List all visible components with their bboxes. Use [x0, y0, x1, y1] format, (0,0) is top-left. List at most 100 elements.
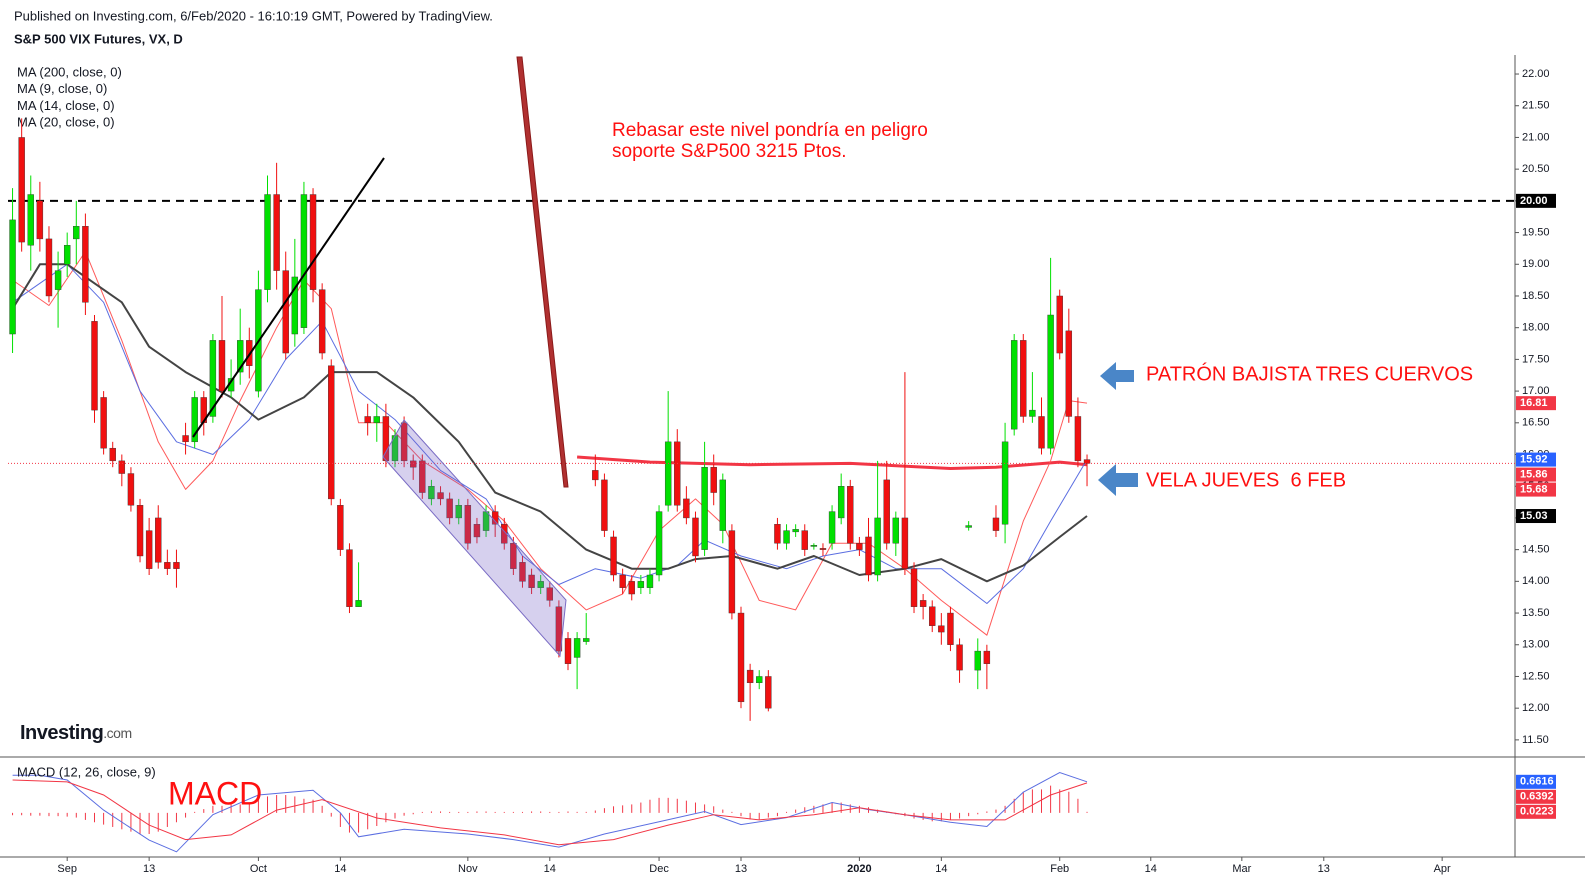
- candle-body: [1056, 295, 1063, 354]
- candle-body: [956, 644, 963, 671]
- candle-body: [910, 568, 918, 607]
- candle-body: [692, 517, 699, 557]
- y-tick-label: 19.50: [1522, 226, 1550, 238]
- candle-body: [318, 289, 326, 354]
- annotation: VELA JUEVES 6 FEB: [1146, 469, 1346, 491]
- x-tick-label: 13: [143, 863, 155, 875]
- candle-body: [136, 505, 144, 557]
- candle-body: [328, 365, 335, 500]
- value-box: [1516, 396, 1556, 411]
- candle-body: [400, 422, 408, 462]
- candle-body: [1083, 459, 1091, 464]
- candle-body: [437, 492, 444, 500]
- y-tick-label: 20.50: [1522, 163, 1550, 175]
- candle-body: [18, 137, 25, 243]
- candle-body: [291, 276, 299, 335]
- arrow-line: [516, 56, 569, 488]
- candle-body: [1020, 340, 1027, 417]
- candle-body: [127, 473, 135, 506]
- candle-body: [610, 536, 617, 576]
- candle-body: [974, 650, 981, 671]
- channel: [382, 419, 567, 658]
- candle-body: [473, 524, 481, 538]
- candle-body: [901, 517, 909, 569]
- candle-body: [919, 600, 927, 607]
- y-tick-label: 13.50: [1522, 607, 1550, 619]
- annotation: PATRÓN BAJISTA TRES CUERVOS: [1146, 362, 1473, 385]
- candle-body: [337, 505, 344, 550]
- legend-entry: MA (20, close, 0): [17, 115, 115, 130]
- candle-body: [874, 517, 881, 576]
- x-tick-label: 14: [334, 863, 346, 875]
- logo-main: Investing: [20, 722, 103, 744]
- x-tick-label: Dec: [649, 863, 669, 875]
- x-tick-label: 14: [544, 863, 556, 875]
- candle-body: [54, 270, 62, 290]
- macd-annotation: MACD: [168, 775, 262, 811]
- candle-body: [528, 574, 535, 588]
- candle-body: [701, 466, 708, 550]
- value-box-label: 15.92: [1520, 453, 1548, 465]
- x-tick-label: Nov: [458, 863, 478, 875]
- candle-body: [209, 340, 217, 417]
- candle-body: [765, 676, 772, 709]
- x-tick-label: Apr: [1434, 863, 1451, 875]
- candle-body: [965, 525, 972, 528]
- candle-body: [938, 625, 945, 633]
- candle-body: [646, 574, 654, 588]
- candle-body: [847, 486, 854, 544]
- candle-body: [182, 435, 189, 443]
- candle-body: [428, 486, 435, 500]
- candle-body: [564, 638, 572, 664]
- candle-body: [655, 511, 663, 576]
- candle-body: [9, 219, 16, 335]
- candle-body: [737, 612, 745, 703]
- candle-body: [992, 517, 1000, 531]
- candle-body: [355, 600, 362, 607]
- candle-body: [865, 536, 872, 576]
- y-tick-label: 18.50: [1522, 290, 1550, 302]
- candle-body: [983, 650, 991, 664]
- candle-body: [837, 486, 845, 519]
- value-box-label: 16.81: [1520, 397, 1548, 409]
- value-box: [1516, 509, 1556, 524]
- y-tick-label: 12.00: [1522, 702, 1550, 714]
- x-tick-label: 13: [735, 863, 747, 875]
- candle-body: [628, 581, 635, 595]
- y-tick-label: 19.00: [1522, 258, 1550, 270]
- candle-body: [801, 530, 808, 550]
- blue-arrow: [1100, 362, 1134, 390]
- candle-body: [455, 505, 462, 519]
- candle-body: [537, 581, 544, 588]
- candle-body: [364, 416, 371, 424]
- x-tick-label: 14: [1145, 863, 1157, 875]
- candle-body: [892, 517, 900, 544]
- candle-body: [446, 498, 453, 519]
- x-tick-label: Mar: [1232, 863, 1251, 875]
- candle-body: [746, 669, 754, 684]
- candle-body: [810, 544, 818, 547]
- candle-body: [91, 321, 98, 411]
- plot-area: 11.5012.0012.5013.0013.5014.0014.5015.00…: [0, 55, 1585, 875]
- value-box: [1516, 452, 1556, 467]
- value-box-label: 15.86: [1520, 468, 1548, 480]
- macd-line: [12, 771, 1088, 853]
- candle-body: [282, 270, 289, 354]
- y-tick-label: 17.50: [1522, 353, 1550, 365]
- y-tick-label: 12.50: [1522, 670, 1550, 682]
- value-box-label: 0.0223: [1520, 806, 1554, 818]
- legend-entry: MA (9, close, 0): [17, 81, 107, 96]
- candle-body: [819, 548, 827, 550]
- x-tick-label: 2020: [847, 863, 871, 875]
- candle-body: [100, 397, 107, 449]
- candle-body: [1065, 330, 1073, 417]
- candle-body: [410, 460, 417, 468]
- published-note: Published on Investing.com, 6/Feb/2020 -…: [14, 8, 493, 23]
- candle-body: [947, 612, 954, 645]
- y-tick-label: 21.50: [1522, 100, 1550, 112]
- candle-body: [236, 340, 244, 373]
- y-tick-label: 22.00: [1522, 68, 1550, 80]
- candle-body: [683, 498, 690, 519]
- candle-body: [109, 447, 116, 462]
- level-label: 20.00: [1520, 195, 1548, 207]
